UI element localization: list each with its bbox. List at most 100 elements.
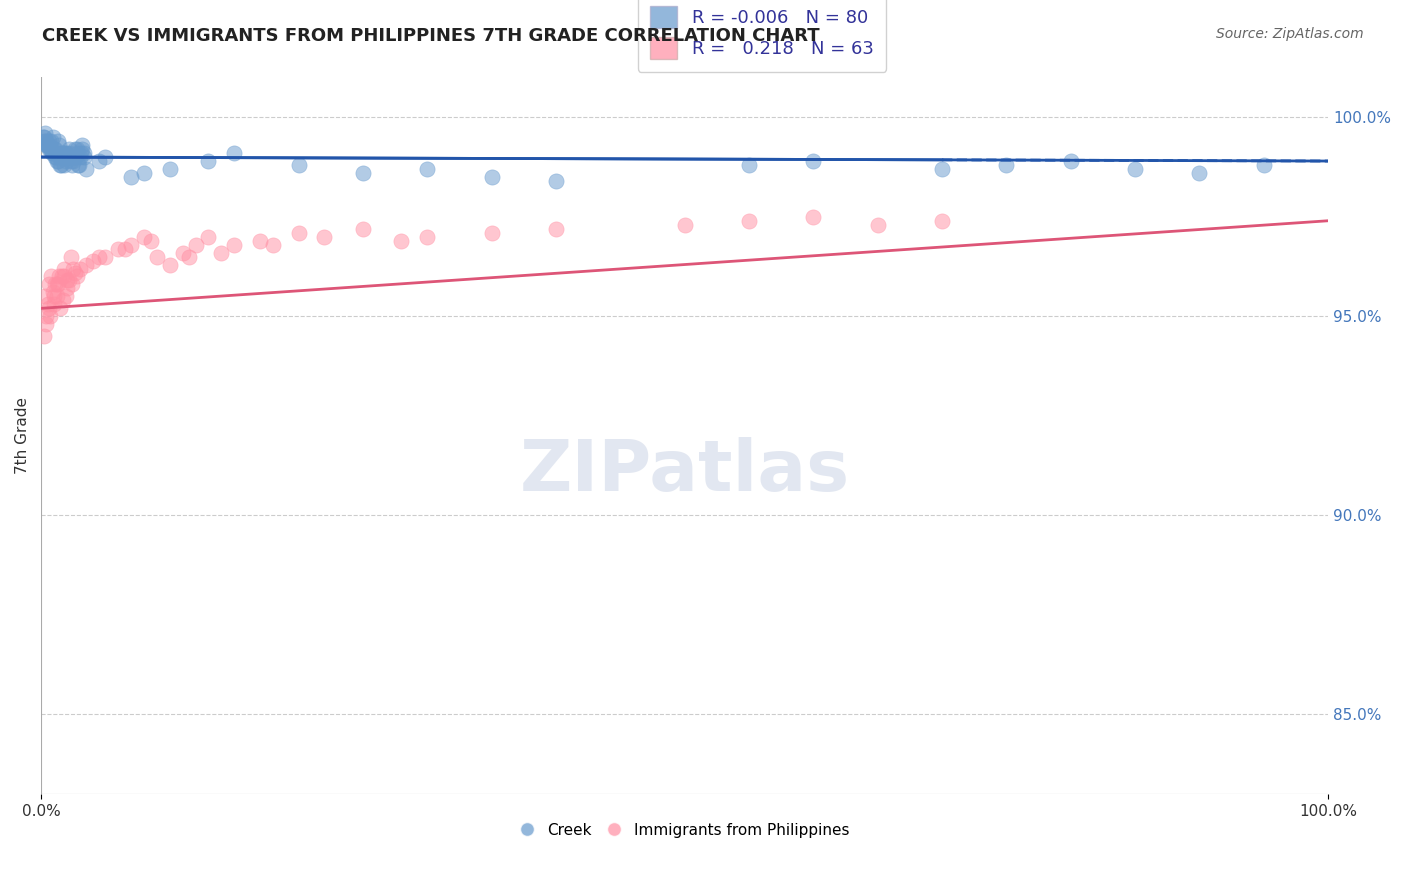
Point [56,150,79,164]
Point [56,273,79,287]
Point [44,142,66,156]
Point [45,150,67,164]
Point [139,234,162,248]
Point [72,146,94,161]
Point [75,161,97,176]
Point [69,261,91,276]
Point [63,142,86,156]
Point [66,269,89,284]
Point [44,150,66,164]
Point [49,158,72,172]
Point [544,174,567,188]
Point [481,226,503,240]
Point [995,158,1018,172]
Legend: Creek, Immigrants from Philippines: Creek, Immigrants from Philippines [513,816,856,844]
Point [120,237,142,252]
Point [49,158,72,172]
Point [70,142,93,156]
Point [738,213,761,227]
Point [67,158,90,172]
Point [132,229,155,244]
Point [67,158,90,172]
Point [42,289,65,303]
Point [32,130,55,145]
Point [60,158,83,172]
Point [39,310,62,324]
Point [41,130,63,145]
Point [159,258,181,272]
Point [179,250,201,264]
Point [801,210,824,224]
Point [56,281,79,295]
Point [49,150,72,164]
Point [46,154,69,169]
Point [53,146,76,161]
Point [314,229,336,244]
Point [197,229,219,244]
Point [94,150,117,164]
Point [46,134,69,148]
Point [58,142,80,156]
Y-axis label: 7th Grade: 7th Grade [15,397,30,475]
Text: CREEK VS IMMIGRANTS FROM PHILIPPINES 7TH GRADE CORRELATION CHART: CREEK VS IMMIGRANTS FROM PHILIPPINES 7TH… [42,27,820,45]
Point [45,277,67,292]
Point [262,237,284,252]
Point [41,269,63,284]
Point [53,158,76,172]
Point [673,218,696,232]
Point [65,146,87,161]
Point [42,297,65,311]
Point [107,242,129,256]
Point [53,261,76,276]
Point [45,146,67,161]
Point [120,169,142,184]
Point [70,146,93,161]
Point [59,250,82,264]
Point [416,229,439,244]
Point [75,258,97,272]
Point [72,138,94,153]
Point [82,253,104,268]
Point [46,277,69,292]
Point [481,169,503,184]
Point [60,154,83,169]
Point [184,237,207,252]
Point [34,134,56,148]
Point [1060,154,1083,169]
Point [38,142,60,156]
Point [544,221,567,235]
Point [55,289,77,303]
Point [62,154,84,169]
Point [1123,161,1146,176]
Point [42,142,65,156]
Point [159,161,181,176]
Point [35,318,58,332]
Point [866,218,889,232]
Point [51,146,73,161]
Point [52,146,75,161]
Point [352,221,374,235]
Point [59,150,82,164]
Point [34,126,56,140]
Point [209,245,232,260]
Point [44,277,66,292]
Text: ZIPatlas: ZIPatlas [520,437,849,506]
Point [34,134,56,148]
Point [1188,166,1211,180]
Point [352,166,374,180]
Point [35,310,58,324]
Point [58,273,80,287]
Point [87,154,110,169]
Point [35,138,58,153]
Point [38,134,60,148]
Point [416,161,439,176]
Point [51,269,73,284]
Point [58,146,80,161]
Point [45,289,67,303]
Point [224,146,246,161]
Point [224,237,246,252]
Point [34,289,56,303]
Point [38,301,60,316]
Point [39,142,62,156]
Text: Source: ZipAtlas.com: Source: ZipAtlas.com [1216,27,1364,41]
